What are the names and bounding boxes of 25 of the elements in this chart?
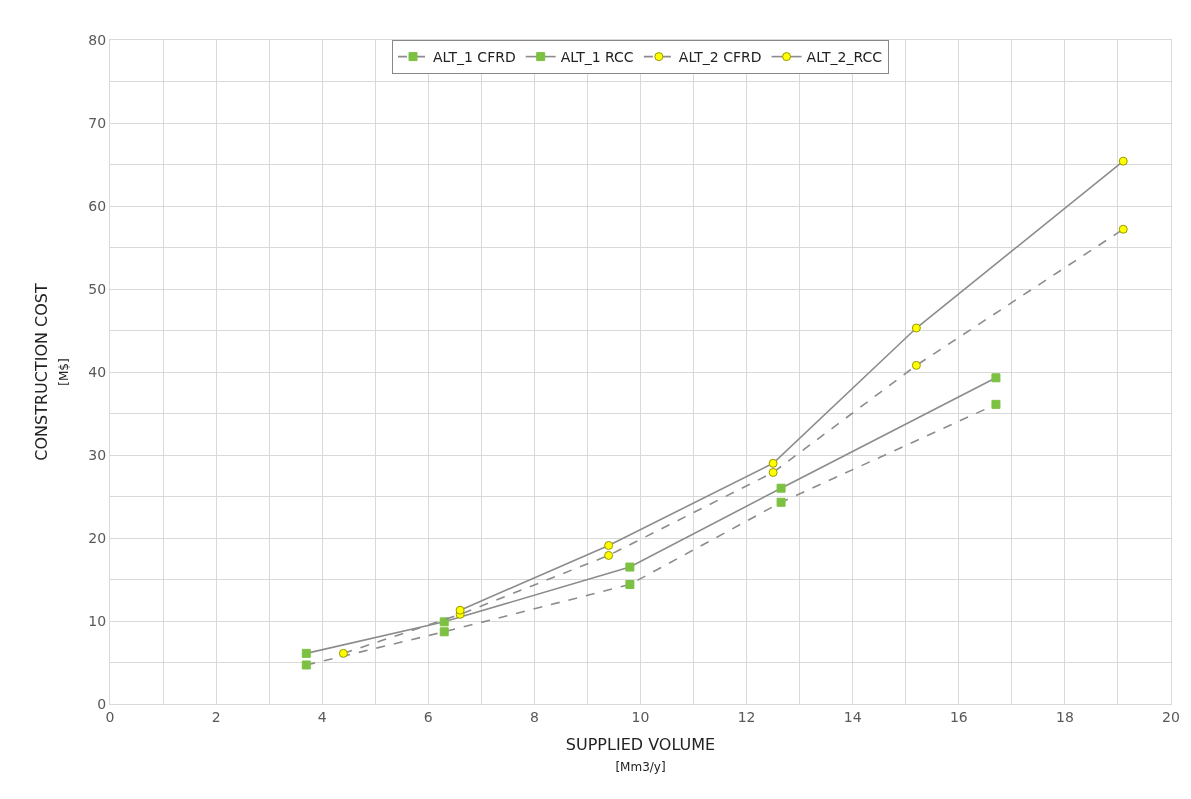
x-tick-label: 4 [317,708,327,725]
y-tick-label: 10 [88,612,107,629]
y-tick-label: 40 [88,363,107,380]
x-axis-title: SUPPLIED VOLUME [Mm3/y] [565,735,716,775]
x-tick-label: 6 [423,708,433,725]
x-tick-label: 20 [1162,708,1180,725]
y-tick-label: 80 [88,31,107,48]
y-tick-label: 70 [88,114,107,131]
y-tick-label: 20 [88,529,107,546]
x-tick-label: 8 [529,708,539,725]
x-tick-label: 12 [737,708,756,725]
x-tick-label: 16 [949,708,968,725]
x-tick-label: 2 [211,708,221,725]
y-axis-title: CONSTRUCTION COST [M$] [32,283,72,461]
legend-label: ALT_1 RCC [560,49,634,66]
x-tick-label: 18 [1055,708,1074,725]
y-tick-label: 60 [88,197,107,214]
x-tick-label: 10 [631,708,650,725]
legend-label: ALT_2_RCC [806,49,883,66]
y-tick-label: 30 [88,446,107,463]
legend-label: ALT_2 CFRD [678,49,762,66]
y-tick-label: 0 [97,695,107,712]
y-tick-label: 50 [88,280,107,297]
legend-label: ALT_1 CFRD [433,49,516,66]
x-tick-label: 14 [843,708,862,725]
